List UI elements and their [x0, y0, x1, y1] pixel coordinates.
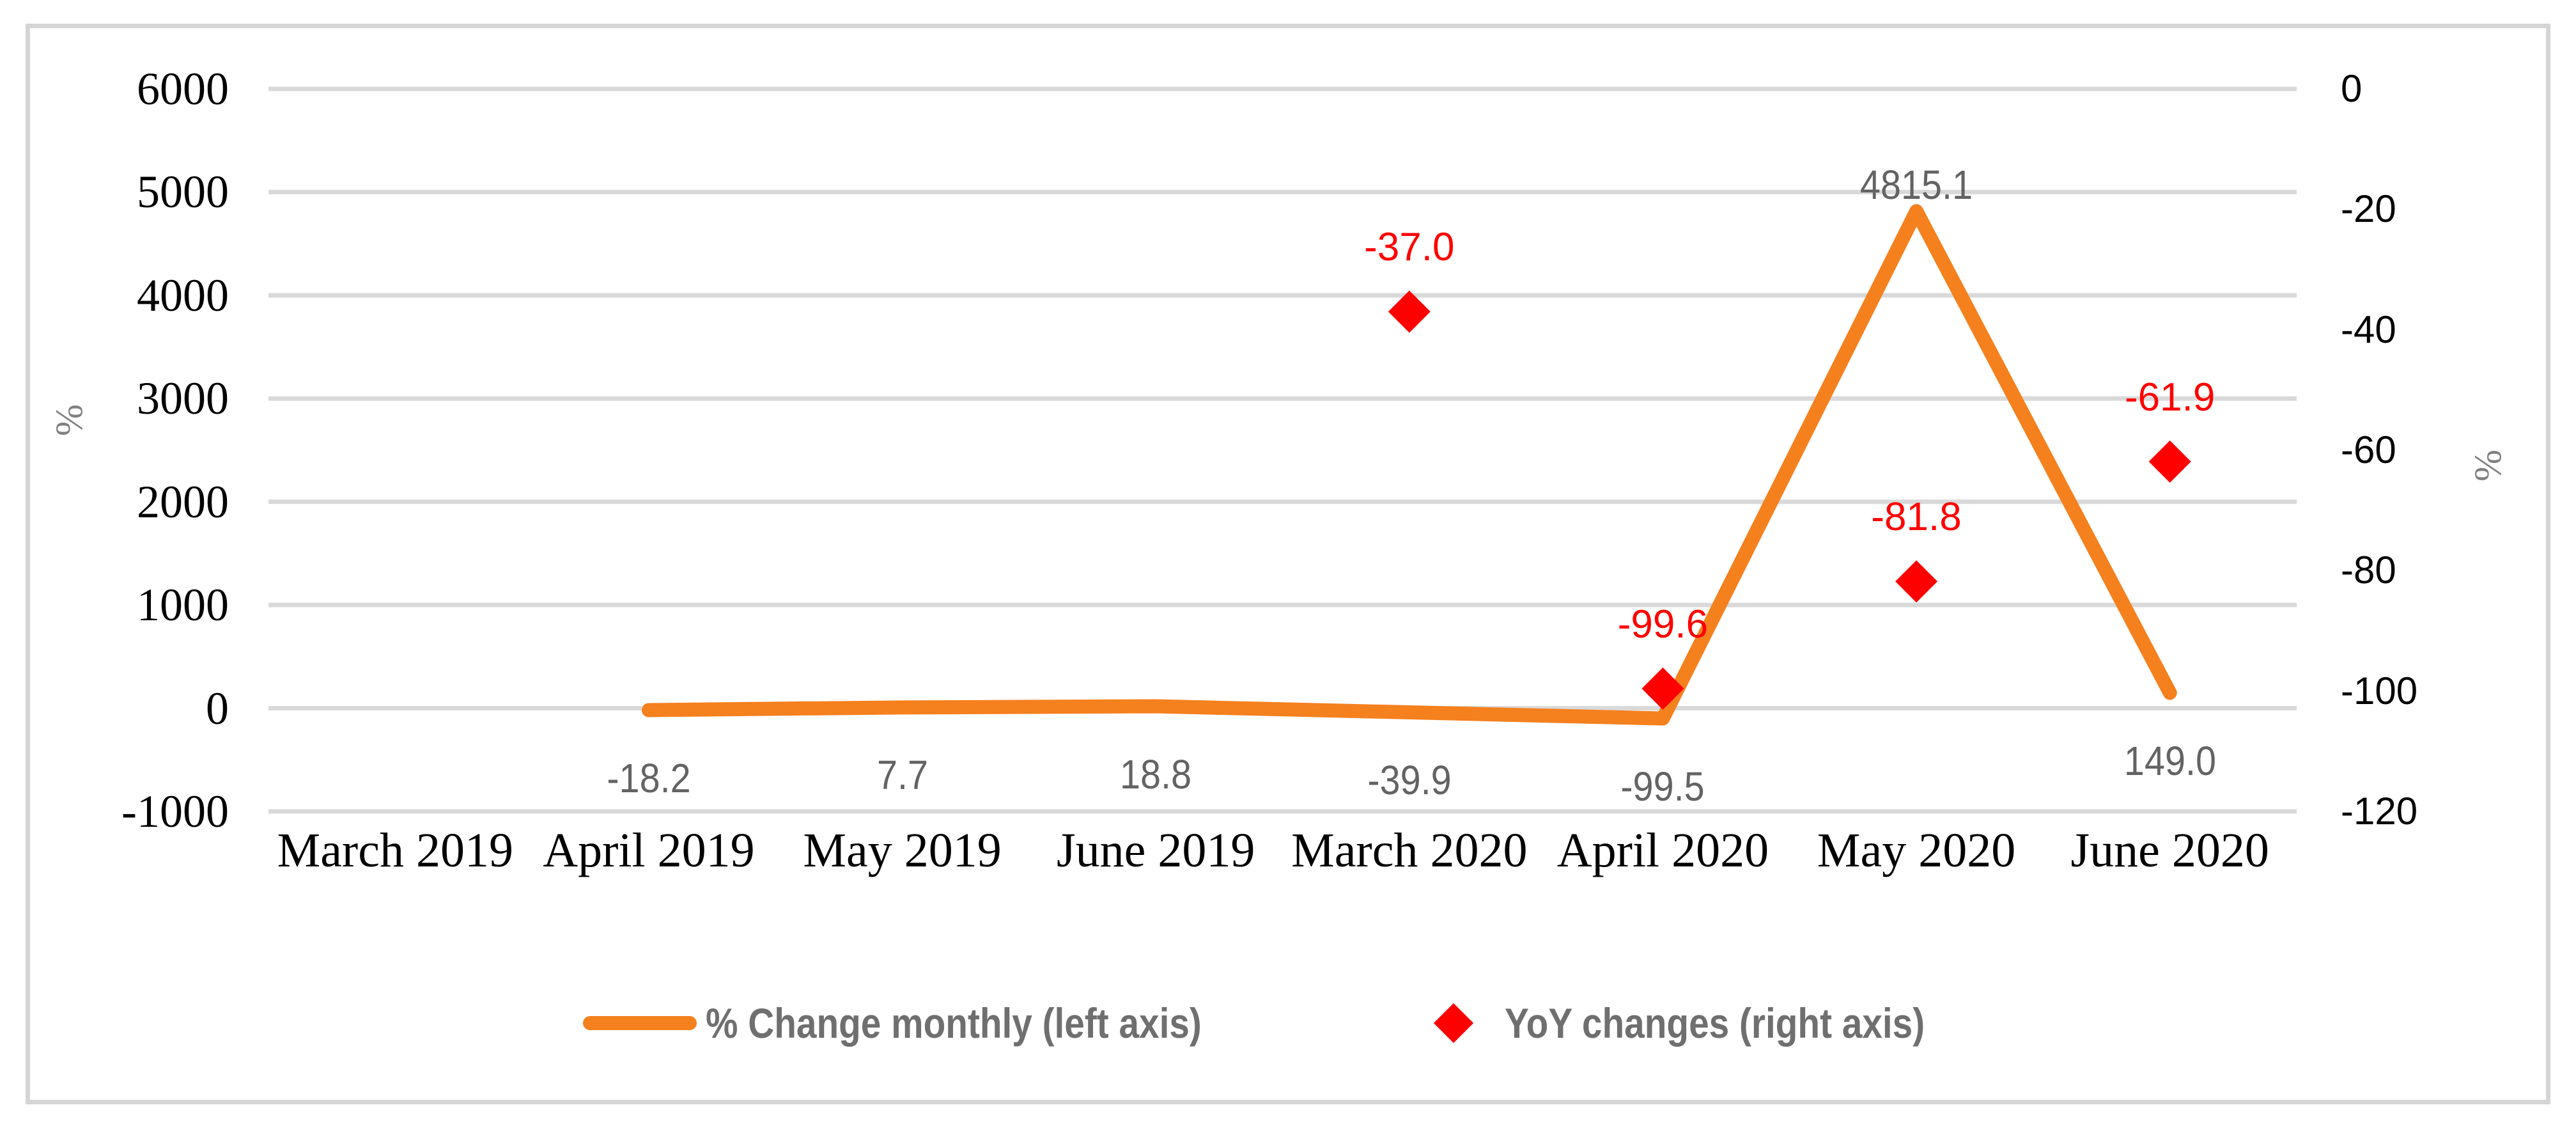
left-axis-tick: 4000	[137, 269, 229, 321]
scatter-series	[1388, 290, 2191, 710]
x-axis-label: March 2020	[1291, 824, 1528, 877]
yoy-diamond-marker	[1895, 560, 1938, 603]
left-axis-tick: 1000	[137, 579, 229, 631]
left-axis-tick: 2000	[137, 476, 229, 528]
left-axis-title: %	[48, 404, 90, 436]
diamond-swatch-icon	[1433, 1003, 1473, 1044]
line-data-label: 18.8	[1120, 751, 1192, 797]
left-axis-tick: 3000	[137, 373, 229, 425]
right-axis-tick: -80	[2341, 549, 2396, 592]
right-axis-title: %	[2467, 450, 2509, 481]
line-swatch-icon	[583, 1016, 697, 1030]
right-axis-tick: -60	[2341, 428, 2396, 471]
yoy-data-label: -37.0	[1364, 225, 1455, 270]
line-data-label: 7.7	[876, 752, 928, 799]
x-axis-label: May 2019	[803, 824, 1002, 877]
legend-item-yoy-changes[interactable]: YoY changes (right axis)	[1433, 996, 1993, 1050]
x-axis-label: June 2020	[2070, 824, 2269, 877]
left-axis-tick: 6000	[137, 63, 229, 114]
right-axis-tick: 0	[2341, 67, 2363, 110]
line-data-label: -99.5	[1620, 763, 1705, 810]
legend-label-monthly-change: % Change monthly (left axis)	[706, 999, 1202, 1047]
x-axis-label: April 2020	[1556, 824, 1769, 877]
line-data-label: -39.9	[1367, 757, 1452, 803]
line-data-label: -18.2	[607, 755, 691, 801]
legend-item-monthly-change[interactable]: % Change monthly (left axis)	[583, 996, 1282, 1050]
left-axis-tick: 0	[206, 682, 229, 734]
yoy-data-label: -61.9	[2125, 375, 2215, 419]
x-axis-label: May 2020	[1817, 824, 2016, 877]
x-axis-label: April 2019	[543, 824, 755, 877]
monthly-change-line	[641, 204, 2177, 726]
line-series	[641, 204, 2177, 726]
left-axis-tick: 5000	[137, 166, 229, 218]
legend-label-yoy-changes: YoY changes (right axis)	[1504, 999, 1925, 1047]
right-axis-tick: -20	[2341, 187, 2396, 231]
chart-border	[26, 24, 2550, 1104]
yoy-data-label: -81.8	[1871, 495, 1962, 540]
line-data-label: 149.0	[2123, 737, 2216, 784]
right-axis-tick: -120	[2341, 790, 2418, 833]
right-axis-tick: -40	[2341, 308, 2396, 351]
yoy-data-label: -99.6	[1617, 602, 1709, 646]
right-axis-tick: -100	[2341, 669, 2418, 712]
yoy-diamond-marker	[2148, 440, 2191, 483]
left-axis-tick: -1000	[121, 786, 229, 837]
x-axis-label: March 2019	[277, 824, 513, 877]
x-axis-label: June 2019	[1057, 824, 1255, 877]
line-data-label: 4815.1	[1859, 162, 1973, 208]
yoy-diamond-marker	[1641, 667, 1684, 710]
legend: % Change monthly (left axis) YoY changes…	[0, 996, 2576, 1050]
yoy-diamond-marker	[1388, 290, 1431, 333]
